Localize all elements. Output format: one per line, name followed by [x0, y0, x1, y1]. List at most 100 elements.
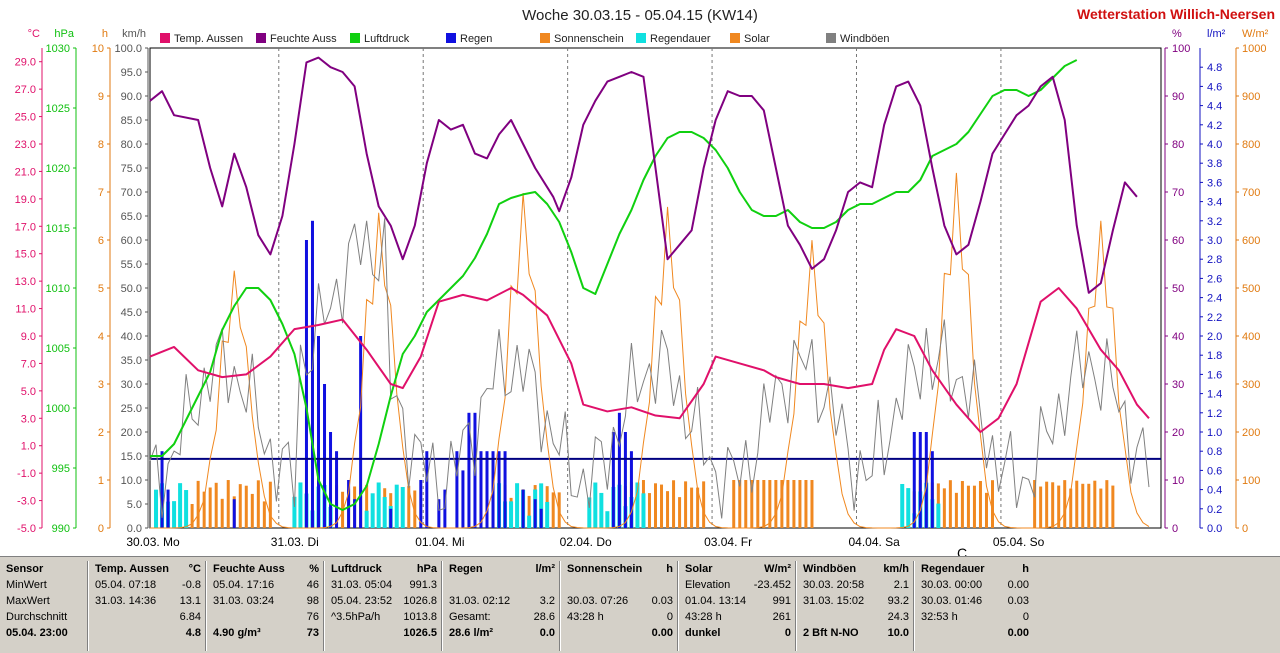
rain-duration-bar [382, 497, 387, 528]
stats-row: 30.03. 01:46 0.03 [921, 593, 1031, 609]
solar-tick-label: 400 [1242, 331, 1260, 343]
wind-tick-label: 10.0 [121, 475, 142, 487]
rain-duration-bar [509, 501, 514, 528]
sunshine-bar [1087, 483, 1091, 528]
sunshine-bar [678, 497, 682, 528]
sunshine-bar [413, 490, 417, 528]
rain-bar [533, 499, 537, 528]
sunshine-bar [960, 481, 964, 528]
stats-row: MaxWert [6, 593, 84, 609]
sunshine-bar [208, 487, 212, 528]
stats-value: 93.2 [887, 595, 909, 607]
sunshine-bar [660, 484, 664, 528]
wind-tick-label: 80.0 [121, 139, 142, 151]
stats-label: Solar [685, 563, 713, 575]
rain-duration-bar [599, 492, 604, 528]
temp-tick-label: -5.0 [17, 523, 36, 535]
stats-label: 30.03. 20:58 [803, 579, 865, 591]
chart-title: Woche 30.03.15 - 05.04.15 (KW14) [522, 7, 758, 24]
rain-duration-bar [172, 501, 177, 528]
stats-value: 1026.8 [403, 595, 437, 607]
rain-bar [461, 470, 465, 528]
rain-tick-label: 4.8 [1207, 62, 1222, 74]
stats-label: Luftdruck [331, 563, 382, 575]
sunshine-bar [1093, 480, 1097, 528]
stats-column: Regendauer h 30.03. 00:00 0.00 30.03. 01:46 0… [914, 561, 1035, 651]
sunshine-bar [756, 480, 760, 528]
solar-tick-label: 1000 [1242, 43, 1266, 55]
sun-tick-label: 2 [98, 427, 104, 439]
stats-row: MinWert [6, 577, 84, 593]
rain-bar [389, 508, 393, 528]
rain-duration-bar [394, 484, 399, 528]
rain-duration-bar [370, 493, 375, 528]
legend-swatch [350, 33, 360, 43]
wind-tick-label: 75.0 [121, 163, 142, 175]
stats-value: °C [188, 563, 201, 575]
legend: Temp. Aussen Feuchte Auss Luftdruck Regen So… [160, 33, 890, 45]
rain-duration-bar [641, 493, 646, 528]
solar-tick-label: 600 [1242, 235, 1260, 247]
sunshine-bar [1063, 480, 1067, 528]
legend-label: Feuchte Auss [270, 33, 337, 45]
sunshine-bar [262, 501, 266, 528]
x-tick-label: 02.04. Do [560, 535, 612, 549]
legend-swatch [160, 33, 170, 43]
wind-tick-label: 45.0 [121, 307, 142, 319]
stats-value: 4.8 [185, 627, 201, 639]
rain-duration-bar [539, 483, 544, 528]
sunshine-bar [1045, 481, 1049, 528]
stats-row: Gesamt: 28.6 [449, 609, 557, 625]
solar-tick-label: 800 [1242, 139, 1260, 151]
stats-label: 31.03. 15:02 [803, 595, 865, 607]
stats-label: MinWert [6, 579, 47, 591]
stats-label: Sonnenschein [567, 563, 643, 575]
grid [278, 48, 1002, 528]
stats-header: Regen l/m² [449, 561, 557, 577]
humidity-tick-label: 60 [1172, 235, 1184, 247]
rain-duration-bar [364, 510, 369, 528]
stats-row: 30.03. 00:00 0.00 [921, 577, 1031, 593]
stats-value: 991 [772, 595, 791, 607]
wind-tick-label: 60.0 [121, 235, 142, 247]
stats-value: hPa [416, 563, 437, 575]
wind-tick-label: 55.0 [121, 259, 142, 271]
stats-value: 0.03 [1007, 595, 1029, 607]
humidity-tick-label: 40 [1172, 331, 1184, 343]
sunshine-bar [762, 480, 766, 528]
sunshine-bar [966, 485, 970, 528]
stats-label: 31.03. 03:24 [213, 595, 275, 607]
sunshine-bar [220, 498, 224, 528]
sunshine-bar [1057, 485, 1061, 528]
rain-tick-label: 3.0 [1207, 235, 1222, 247]
sunshine-bar [1111, 485, 1115, 528]
sun-tick-label: 9 [98, 91, 104, 103]
stats-value: h [1022, 563, 1029, 575]
stats-column: Feuchte Auss% 05.04. 17:16 46 31.03. 03:24 9… [206, 561, 325, 651]
pressure-tick-label: 990 [52, 523, 70, 535]
rain-axis-unit: l/m² [1207, 28, 1226, 40]
temp-axis-unit: °C [28, 28, 40, 40]
stats-row: 31.03. 05:04 991.3 [331, 577, 439, 593]
pressure-tick-label: 995 [52, 463, 70, 475]
humidity-tick-label: 20 [1172, 427, 1184, 439]
plot-area [149, 47, 1162, 529]
sunshine-bar [1033, 480, 1037, 528]
sunshine-bar [954, 492, 958, 528]
stats-row: 0.00 [921, 625, 1031, 641]
sunshine-bar [672, 480, 676, 528]
sun-tick-label: 1 [98, 475, 104, 487]
sun-tick-label: 8 [98, 139, 104, 151]
stats-row: 2 Bft N-NO 10.0 [803, 625, 911, 641]
temp-tick-label: 25.0 [15, 112, 36, 124]
rain-tick-label: 4.6 [1207, 81, 1222, 93]
sunshine-bar [768, 480, 772, 528]
rain-bar [485, 451, 489, 528]
wind-tick-label: 20.0 [121, 427, 142, 439]
rain-tick-label: 2.4 [1207, 293, 1222, 305]
stats-value: 1026.5 [403, 627, 437, 639]
legend-label: Sonnenschein [554, 33, 624, 45]
stats-header: Solar W/m² [685, 561, 793, 577]
stats-label: 43:28 h [685, 611, 722, 623]
temp-tick-label: 29.0 [15, 57, 36, 69]
